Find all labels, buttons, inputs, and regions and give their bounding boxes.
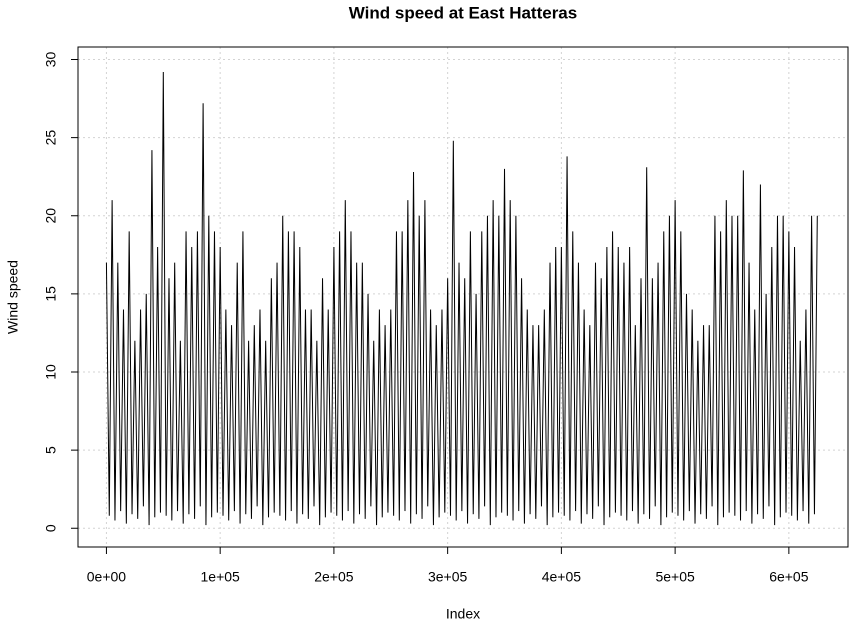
y-tick-label: 15 (43, 286, 59, 302)
y-tick-label: 20 (43, 208, 59, 224)
y-tick-label: 0 (43, 524, 59, 532)
x-tick-label: 0e+00 (87, 569, 127, 585)
x-tick-label: 6e+05 (769, 569, 809, 585)
x-axis-label: Index (446, 606, 480, 622)
y-axis-label: Wind speed (5, 260, 21, 334)
x-tick-label: 1e+05 (201, 569, 241, 585)
x-tick-label: 2e+05 (314, 569, 354, 585)
x-tick-label: 4e+05 (542, 569, 582, 585)
y-tick-label: 25 (43, 130, 59, 146)
plot-frame (77, 46, 849, 548)
x-tick-label: 5e+05 (655, 569, 695, 585)
chart-title: Wind speed at East Hatteras (349, 3, 577, 22)
y-tick-label: 30 (43, 52, 59, 68)
y-tick-label: 5 (43, 446, 59, 454)
data-line (105, 71, 818, 526)
x-tick-label: 3e+05 (428, 569, 468, 585)
y-tick-label: 10 (43, 364, 59, 380)
